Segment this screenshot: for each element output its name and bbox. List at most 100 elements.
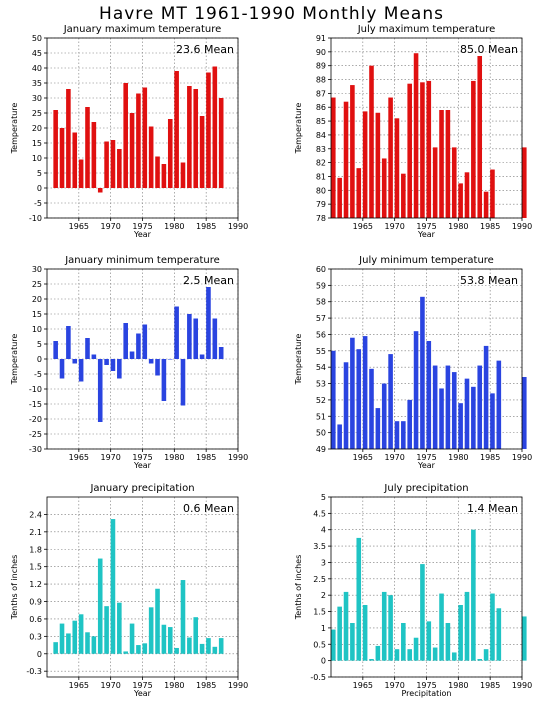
y-axis-label: Temperature (294, 103, 303, 155)
y-tick-label: 4.5 (313, 509, 326, 518)
bar-1980 (174, 306, 179, 359)
y-axis-label: Temperature (10, 103, 19, 155)
bar-1963 (350, 337, 355, 449)
bar-1978 (445, 365, 451, 449)
x-tick-label: 1965 (69, 681, 89, 690)
x-axis-label: Year (417, 230, 436, 239)
bar-1984 (483, 345, 489, 449)
bar-1980 (174, 647, 179, 654)
bar-1962 (343, 362, 349, 449)
x-axis-label: Year (133, 689, 152, 698)
bar-1963 (66, 89, 71, 188)
y-tick-label: 0 (37, 650, 42, 659)
y-tick-label: 50 (32, 34, 42, 43)
bar-1984 (483, 649, 489, 661)
bar-1976 (432, 365, 438, 449)
bar-1979 (451, 372, 457, 449)
bar-1982 (187, 314, 192, 359)
chart-panel-4: January precipitation -0.3 0 0.3 0.6 0.9 1.2 1.… (10, 483, 248, 698)
mean-annotation: 2.5 Mean (183, 274, 234, 287)
chart-panel-0: January maximum temperature -10 -5 0 5 10 15 20… (10, 24, 248, 239)
bar-1979 (451, 147, 457, 218)
bar-1969 (104, 141, 109, 188)
y-tick-label: 85 (316, 117, 326, 126)
y-tick-label: -0.3 (26, 667, 42, 676)
bar-1968 (381, 383, 387, 449)
bar-1983 (193, 89, 199, 188)
bar-1970 (110, 519, 116, 654)
x-axis-label: Precipitation (401, 689, 451, 698)
y-tick-label: 1.5 (29, 563, 42, 572)
bar-1975 (426, 621, 432, 661)
bar-1975 (426, 80, 432, 218)
bar-1967 (375, 112, 381, 218)
bar-1985 (490, 169, 495, 218)
bar-1972 (407, 83, 412, 218)
bar-1980 (174, 71, 179, 188)
y-tick-label: 15 (32, 139, 42, 148)
bar-1981 (464, 172, 470, 218)
y-tick-label: 0.6 (29, 615, 42, 624)
bar-1978 (161, 164, 167, 188)
bar-1977 (155, 359, 160, 376)
y-tick-label: 3 (321, 558, 326, 567)
x-tick-label: 1990 (512, 681, 532, 690)
x-axis-label: Year (133, 461, 152, 470)
y-tick-label: 81 (316, 172, 326, 181)
bar-1977 (439, 388, 444, 449)
bar-1982 (471, 529, 476, 661)
bar-1964 (356, 349, 362, 449)
bar-1986 (212, 66, 218, 188)
bar-1963 (350, 85, 355, 218)
x-tick-label: 1990 (228, 222, 248, 231)
chart-panel-5: July precipitation -0.5 0 0.5 1 1.5 2 2.5 3 3.5 4 4… (294, 483, 532, 698)
y-tick-label: 56 (316, 330, 326, 339)
mean-annotation: 1.4 Mean (467, 502, 518, 515)
bar-1973 (129, 623, 135, 654)
bar-1985 (206, 638, 211, 654)
x-tick-label: 1965 (353, 453, 373, 462)
x-tick-label: 1970 (384, 453, 404, 462)
x-tick-label: 1970 (384, 681, 404, 690)
y-tick-label: 1.8 (29, 545, 42, 554)
bar-1986 (496, 360, 502, 449)
bar-1967 (91, 636, 97, 654)
y-tick-label: 10 (32, 154, 42, 163)
bar-1977 (439, 593, 444, 661)
chart-panel-1: July maximum temperature 78 79 80 81 82 83 84 85… (294, 24, 532, 239)
x-tick-label: 1985 (480, 681, 500, 690)
x-axis-label: Year (133, 230, 152, 239)
y-tick-label: 1 (321, 624, 326, 633)
bar-1987 (218, 98, 224, 188)
bar-1986 (212, 646, 218, 654)
x-tick-label: 1975 (132, 681, 152, 690)
bar-1972 (123, 323, 128, 359)
bar-1960 (331, 97, 336, 218)
mean-annotation: 85.0 Mean (460, 43, 518, 56)
bar-1962 (59, 359, 65, 379)
y-tick-label: 83 (316, 145, 326, 154)
y-tick-label: 52 (316, 396, 326, 405)
bar-1967 (375, 408, 381, 449)
bar-1969 (388, 354, 393, 449)
x-tick-label: 1965 (69, 222, 89, 231)
bar-1976 (148, 359, 154, 364)
bar-1985 (490, 393, 495, 449)
y-axis-label: Temperature (294, 334, 303, 386)
bar-1972 (407, 399, 412, 449)
bar-1965 (78, 159, 84, 188)
bar-1968 (97, 558, 103, 654)
x-tick-label: 1970 (384, 222, 404, 231)
bar-1961 (337, 606, 342, 661)
mean-annotation: 23.6 Mean (176, 43, 234, 56)
bar-1982 (471, 80, 476, 218)
chart-panel-3: July minimum temperature 49 50 51 52 53 54 55 56… (294, 255, 532, 470)
y-tick-label: -20 (29, 415, 42, 424)
x-tick-label: 1980 (448, 681, 468, 690)
y-tick-label: 30 (32, 265, 42, 274)
x-tick-label: 1970 (100, 453, 120, 462)
bar-1979 (167, 359, 173, 360)
bar-1980 (458, 183, 463, 218)
